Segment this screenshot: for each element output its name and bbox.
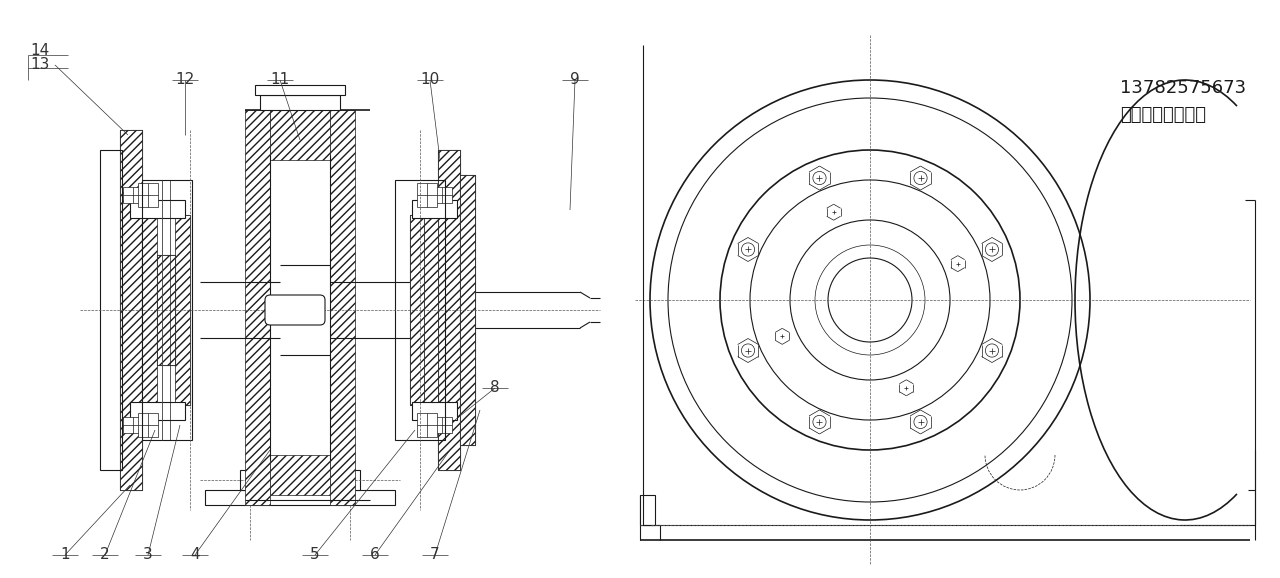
- Bar: [142, 215, 157, 405]
- Bar: [417, 183, 436, 207]
- Bar: [430, 288, 451, 332]
- Bar: [120, 130, 142, 490]
- Text: 11: 11: [270, 72, 289, 87]
- Text: 13782575673: 13782575673: [1120, 79, 1247, 97]
- Bar: [241, 470, 260, 490]
- Bar: [120, 130, 142, 490]
- Bar: [142, 215, 189, 405]
- Bar: [260, 95, 340, 110]
- Bar: [438, 150, 460, 470]
- Bar: [412, 200, 457, 218]
- Bar: [244, 110, 270, 505]
- Bar: [424, 215, 438, 405]
- Bar: [157, 255, 175, 365]
- Text: 9: 9: [570, 72, 580, 87]
- Bar: [138, 183, 157, 207]
- Text: 7: 7: [430, 547, 440, 562]
- Text: 13: 13: [29, 57, 50, 72]
- Bar: [330, 110, 355, 505]
- Bar: [270, 110, 330, 160]
- Bar: [123, 417, 143, 433]
- Bar: [131, 200, 186, 218]
- Bar: [100, 150, 122, 470]
- Bar: [175, 215, 189, 405]
- Bar: [410, 215, 438, 405]
- Bar: [255, 85, 346, 95]
- Bar: [640, 495, 655, 525]
- FancyBboxPatch shape: [265, 295, 325, 325]
- Text: 1: 1: [60, 547, 70, 562]
- Bar: [433, 417, 452, 433]
- Text: 4: 4: [191, 547, 200, 562]
- Text: 12: 12: [175, 72, 195, 87]
- Text: 8: 8: [490, 380, 499, 395]
- Bar: [410, 215, 424, 405]
- Bar: [131, 402, 186, 420]
- Text: 10: 10: [420, 72, 439, 87]
- Bar: [417, 413, 436, 437]
- Bar: [138, 413, 157, 437]
- Text: 河南中原奥起实业: 河南中原奥起实业: [1120, 106, 1206, 124]
- Bar: [123, 187, 143, 203]
- Bar: [142, 180, 192, 440]
- Text: 14: 14: [29, 43, 49, 58]
- Bar: [412, 402, 457, 420]
- Bar: [433, 187, 452, 203]
- Bar: [460, 175, 475, 445]
- Text: 3: 3: [143, 547, 152, 562]
- Bar: [163, 180, 170, 440]
- Bar: [340, 470, 360, 490]
- Bar: [396, 180, 445, 440]
- Bar: [157, 255, 175, 365]
- Text: 2: 2: [100, 547, 110, 562]
- Text: 6: 6: [370, 547, 380, 562]
- Bar: [205, 490, 396, 505]
- Text: 5: 5: [310, 547, 320, 562]
- Bar: [270, 455, 330, 495]
- Bar: [438, 150, 460, 470]
- Bar: [460, 175, 475, 445]
